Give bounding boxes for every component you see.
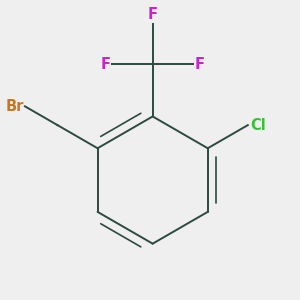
Text: Br: Br bbox=[5, 99, 23, 114]
Text: F: F bbox=[148, 8, 158, 22]
Text: F: F bbox=[101, 57, 111, 72]
Text: Cl: Cl bbox=[251, 118, 266, 133]
Text: F: F bbox=[195, 57, 205, 72]
